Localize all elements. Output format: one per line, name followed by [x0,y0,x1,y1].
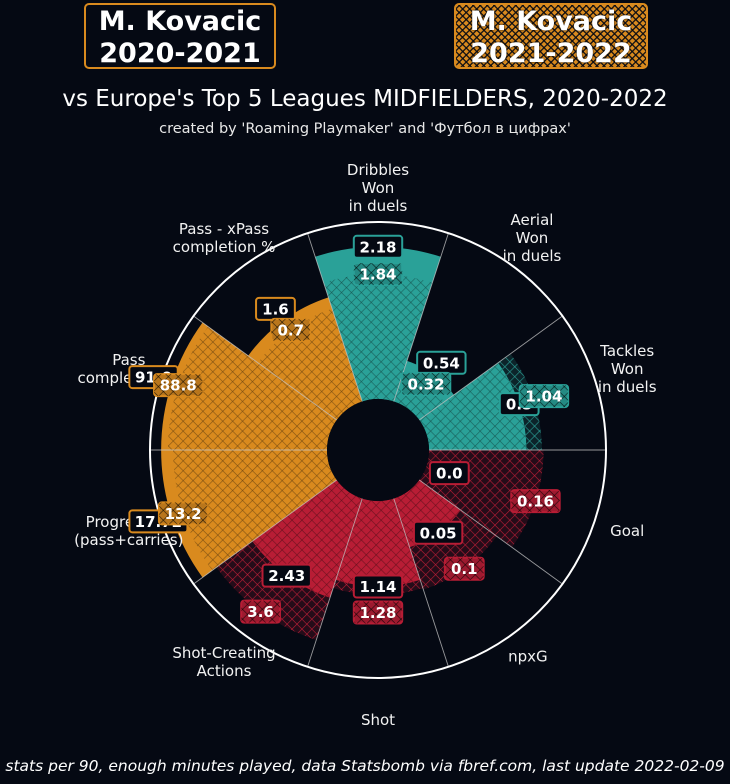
value-label-2021-2022: 1.28 [352,600,404,625]
svg-text:0.7: 0.7 [277,321,304,339]
svg-text:2.43: 2.43 [268,567,305,585]
svg-text:1.04: 1.04 [525,388,562,406]
divider-line [307,233,363,402]
divider-line [393,498,449,667]
slice-2021-2022 [323,274,433,402]
value-labels: 0.51.040.540.322.181.841.60.791.088.817.… [128,234,570,625]
svg-text:1.14: 1.14 [359,578,396,596]
chart-subtitle: created by 'Roaming Playmaker' and 'Футб… [159,121,571,137]
value-label-2020-2021: 0.05 [412,520,464,545]
category-label: Shot-Creating Actions [172,644,275,680]
value-label-2020-2021: 1.14 [352,574,404,599]
divider-line [418,315,563,421]
category-label: Aerial Won in duels [503,211,562,265]
svg-text:0.1: 0.1 [451,560,478,578]
svg-text:0.54: 0.54 [423,354,460,372]
value-label-2021-2022: 1.84 [352,262,404,287]
slice-2021-2022 [216,479,363,640]
category-label: Shot [361,711,395,729]
divider-line [193,479,338,585]
category-label: npxG [508,647,548,665]
category-label: Dribbles Won in duels [347,161,409,215]
svg-text:1.84: 1.84 [359,266,396,284]
value-label-2020-2021: 0.54 [416,350,467,375]
value-label-2020-2021: 2.43 [261,563,312,588]
svg-text:88.8: 88.8 [160,377,197,395]
legend-player: M. Kovacic [98,6,262,37]
value-label-2021-2022: 3.6 [240,599,281,624]
value-label-2021-2022: 0.16 [510,489,561,514]
legend-season-2020-2021: M. Kovacic 2020-2021 [84,3,276,69]
value-label-2021-2022: 0.7 [270,317,312,342]
legend-player: M. Kovacic [469,6,633,37]
footer-note: stats per 90, enough minutes played, dat… [5,757,725,775]
svg-text:0.05: 0.05 [420,524,457,542]
outer-ring [149,221,607,679]
legend-season: 2021-2022 [470,38,632,69]
svg-text:1.6: 1.6 [262,300,289,318]
svg-text:3.6: 3.6 [247,603,274,621]
value-label-2021-2022: 13.2 [157,501,209,526]
category-label: Goal [610,522,644,540]
value-label-2021-2022: 1.04 [518,384,570,409]
value-label-2020-2021: 1.6 [255,296,296,321]
slice-2021-2022 [173,450,337,571]
legend-season: 2020-2021 [99,38,261,69]
value-label-2021-2022: 0.1 [443,556,485,581]
divider-line [193,315,338,421]
value-label-2020-2021: 2.18 [352,234,404,259]
svg-text:13.2: 13.2 [165,505,202,523]
value-label-2020-2021: 0.0 [428,461,470,486]
svg-text:0.16: 0.16 [517,493,554,511]
divider-line [307,498,363,667]
divider-line [418,479,563,585]
chart-title: vs Europe's Top 5 Leagues MIDFIELDERS, 2… [62,86,668,112]
category-label: Tackles Won in duels [598,342,657,396]
center-hole [327,399,429,501]
value-label-2021-2022: 0.32 [400,371,452,396]
svg-text:0.32: 0.32 [408,375,445,393]
svg-text:1.28: 1.28 [359,604,396,622]
svg-text:0.0: 0.0 [436,465,463,483]
slice-2021-2022 [167,326,337,450]
category-label: Pass - xPass completion % [173,220,276,256]
legend-season-2021-2022: M. Kovacic 2021-2022 [454,3,648,69]
slice-2021-2022 [393,479,497,590]
svg-text:2.18: 2.18 [359,238,396,256]
value-label-2021-2022: 88.8 [153,373,204,398]
